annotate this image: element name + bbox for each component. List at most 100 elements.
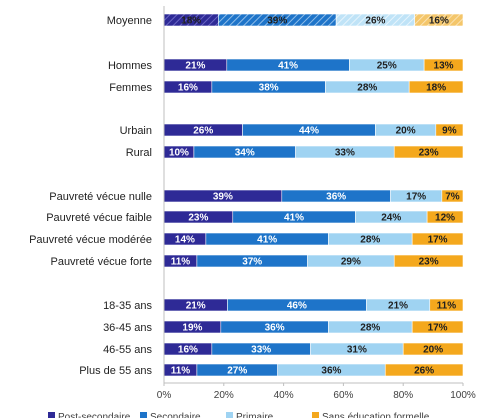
data-label: 18% — [181, 16, 201, 27]
data-label: 16% — [178, 345, 198, 356]
data-label: 41% — [278, 61, 298, 72]
row-label: Pauvreté vécue modérée — [29, 234, 152, 246]
data-label: 28% — [357, 83, 377, 94]
data-label: 20% — [423, 345, 443, 356]
data-label: 36% — [326, 192, 346, 203]
bar-segment — [408, 80, 464, 94]
bar-segment — [393, 254, 464, 268]
data-label: 10% — [169, 148, 189, 159]
legend-swatch — [312, 412, 319, 418]
row-label: Pauvreté vécue nulle — [49, 191, 152, 203]
row-label: Rural — [126, 147, 152, 159]
bar-row: Rural 10% 34% 33% 23% — [126, 145, 464, 159]
row-label: Pauvreté vécue forte — [50, 256, 152, 268]
data-label: 21% — [185, 61, 205, 72]
bar-row: Hommes 21% 41% 25% 13% — [108, 58, 464, 72]
x-tick-label: 100% — [450, 390, 476, 401]
data-label: 14% — [175, 235, 195, 246]
legend-swatch — [48, 412, 55, 418]
data-label: 41% — [257, 235, 277, 246]
data-label: 39% — [267, 16, 287, 27]
data-label: 41% — [284, 213, 304, 224]
data-label: 17% — [428, 235, 448, 246]
bar-segment — [429, 298, 464, 312]
data-label: 11% — [171, 366, 191, 377]
bar-segment — [384, 363, 464, 377]
data-label: 23% — [419, 148, 439, 159]
row-label: Urbain — [120, 125, 152, 137]
data-label: 38% — [259, 83, 279, 94]
data-label: 16% — [178, 83, 198, 94]
x-tick-label: 60% — [333, 390, 353, 401]
bar-row: 18-35 ans 21% 46% 21% 11% — [103, 298, 464, 312]
bar-row: Plus de 55 ans 11% 27% 36% 26% — [79, 363, 464, 377]
data-label: 24% — [381, 213, 401, 224]
bar-row: 46-55 ans 16% 33% 31% 20% — [103, 342, 464, 356]
legend-label: Post-secondaire — [58, 412, 131, 418]
data-label: 36% — [321, 366, 341, 377]
data-label: 23% — [188, 213, 208, 224]
data-label: 20% — [396, 126, 416, 137]
data-label: 36% — [265, 323, 285, 334]
bar-row: 36-45 ans 19% 36% 28% 17% — [103, 320, 464, 334]
bar-segment — [414, 13, 464, 27]
x-tick-label: 20% — [214, 390, 234, 401]
row-label: 36-45 ans — [103, 322, 152, 334]
bar-row: Moyenne 18% 39% 26% 16% — [107, 13, 464, 27]
data-label: 16% — [429, 16, 449, 27]
data-label: 11% — [437, 301, 457, 312]
legend-swatch — [226, 412, 233, 418]
data-label: 44% — [299, 126, 319, 137]
legend-label: Primaire — [236, 412, 274, 418]
legend-swatch — [140, 412, 147, 418]
legend-label: Sans éducation formelle — [322, 412, 430, 418]
row-label: Hommes — [108, 60, 153, 72]
data-label: 21% — [186, 301, 206, 312]
data-label: 9% — [442, 126, 457, 137]
bar-segment — [423, 58, 464, 72]
bar-row: Pauvreté vécue forte 11% 37% 29% 23% — [50, 254, 464, 268]
data-label: 28% — [360, 323, 380, 334]
data-label: 12% — [435, 213, 455, 224]
bar-segment — [435, 123, 464, 137]
bar-segment — [441, 189, 464, 203]
data-label: 7% — [445, 192, 460, 203]
data-label: 46% — [287, 301, 307, 312]
bar-row: Urbain 26% 44% 20% 9% — [120, 123, 464, 137]
bar-segment — [411, 232, 464, 246]
bar-row: Pauvreté vécue modérée 14% 41% 28% 17% — [29, 232, 464, 246]
data-label: 19% — [182, 323, 202, 334]
bar-row: Femmes 16% 38% 28% 18% — [109, 80, 464, 94]
data-label: 11% — [171, 257, 191, 268]
row-label: 18-35 ans — [103, 300, 152, 312]
x-tick-label: 80% — [393, 390, 413, 401]
x-tick-label: 40% — [274, 390, 294, 401]
bar-segment — [411, 320, 464, 334]
bar-row: Pauvreté vécue nulle 39% 36% 17% 7% — [49, 189, 464, 203]
bar-rows: Moyenne 18% 39% 26% 16% Hommes 21% 41% 25% 13% Fem… — [29, 13, 464, 377]
row-label: Pauvreté vécue faible — [46, 212, 152, 224]
bar-segment — [426, 210, 464, 224]
data-label: 21% — [388, 301, 408, 312]
bar-segment — [402, 342, 464, 356]
data-label: 37% — [242, 257, 262, 268]
data-label: 31% — [347, 345, 367, 356]
bar-row: Pauvreté vécue faible 23% 41% 24% 12% — [46, 210, 464, 224]
data-label: 17% — [406, 192, 426, 203]
data-label: 26% — [365, 16, 385, 27]
data-label: 18% — [426, 83, 446, 94]
row-label: 46-55 ans — [103, 344, 152, 356]
x-axis: 0% 20% 40% 60% 80% 100% — [157, 6, 476, 401]
data-label: 13% — [434, 61, 454, 72]
data-label: 33% — [251, 345, 271, 356]
bar-segment — [393, 145, 464, 159]
legend-label: Secondaire — [150, 412, 201, 418]
data-label: 39% — [213, 192, 233, 203]
data-label: 17% — [428, 323, 448, 334]
data-label: 28% — [360, 235, 380, 246]
row-label: Moyenne — [107, 15, 152, 27]
data-label: 27% — [227, 366, 247, 377]
row-label: Plus de 55 ans — [79, 365, 152, 377]
data-label: 26% — [414, 366, 434, 377]
